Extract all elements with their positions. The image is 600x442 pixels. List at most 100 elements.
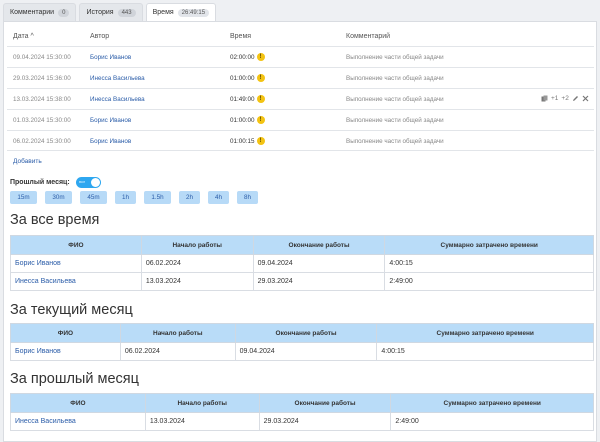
tab-label: История bbox=[86, 9, 114, 16]
entry-comment: Выполнение части общей задачи bbox=[346, 75, 444, 82]
column-header-author: Автор bbox=[90, 33, 110, 40]
entry-date: 01.03.2024 15:30:00 bbox=[13, 117, 71, 124]
header-fio: ФИО bbox=[10, 235, 142, 255]
warning-icon: ! bbox=[256, 53, 265, 61]
entry-time: 01:00:15! bbox=[230, 137, 265, 145]
table-header-row: ФИО Начало работы Окончание работы Сумма… bbox=[10, 235, 594, 255]
tab-history[interactable]: История 443 bbox=[79, 3, 143, 21]
total-time: 2:49:00 bbox=[390, 412, 594, 431]
add-entry-link[interactable]: Добавить bbox=[13, 158, 42, 165]
all-time-section-title: За все время bbox=[10, 212, 100, 228]
quick-time-8h-button[interactable]: 8h bbox=[237, 191, 258, 204]
total-time: 4:00:15 bbox=[376, 342, 594, 361]
previous-month-section-title: За прошлый месяц bbox=[10, 371, 139, 387]
time-log-row: 06.02.2024 15:30:00 Борис Иванов 01:00:1… bbox=[7, 130, 594, 151]
toggle-knob bbox=[91, 178, 100, 187]
column-header-time: Время bbox=[230, 33, 252, 40]
entry-author-link[interactable]: Борис Иванов bbox=[90, 117, 132, 124]
time-log-row: 29.03.2024 15:36:00 Инесса Васильева 01:… bbox=[7, 67, 594, 88]
quick-time-2h-button[interactable]: 2h bbox=[179, 191, 200, 204]
header-end: Окончание работы bbox=[234, 323, 378, 343]
entry-comment: Выполнение части общей задачи bbox=[346, 117, 444, 124]
header-end: Окончание работы bbox=[258, 393, 392, 413]
all-time-summary-table: ФИО Начало работы Окончание работы Сумма… bbox=[10, 235, 594, 291]
total-time: 2:49:00 bbox=[384, 272, 594, 291]
header-fio: ФИО bbox=[10, 323, 121, 343]
entry-author-link[interactable]: Инесса Васильева bbox=[90, 75, 145, 82]
tab-total-time-badge: 26:49:15 bbox=[177, 8, 210, 17]
employee-name-link[interactable]: Инесса Васильева bbox=[10, 272, 142, 291]
copy-icon[interactable] bbox=[541, 95, 548, 102]
quick-time-4h-button[interactable]: 4h bbox=[208, 191, 229, 204]
quick-time-30m-button[interactable]: 30m bbox=[45, 191, 72, 204]
header-start: Начало работы bbox=[144, 393, 260, 413]
header-total: Суммарно затрачено времени bbox=[384, 235, 594, 255]
entry-author-link[interactable]: Борис Иванов bbox=[90, 54, 132, 61]
entry-time-value: 02:00:00 bbox=[230, 54, 255, 61]
current-month-section-title: За текущий месяц bbox=[10, 302, 133, 318]
table-header-row: ФИО Начало работы Окончание работы Сумма… bbox=[10, 323, 594, 343]
entry-date: 29.03.2024 15:36:00 bbox=[13, 75, 71, 82]
tab-bar: Комментарии 0 История 443 Время 26:49:15 bbox=[3, 3, 217, 21]
table-row: Инесса Васильева 13.03.2024 29.03.2024 2… bbox=[10, 272, 594, 291]
entry-comment: Выполнение части общей задачи bbox=[346, 138, 444, 145]
tab-label: Комментарии bbox=[10, 9, 55, 16]
table-row: Борис Иванов 06.02.2024 09.04.2024 4:00:… bbox=[10, 342, 594, 361]
current-month-summary-table: ФИО Начало работы Окончание работы Сумма… bbox=[10, 323, 594, 361]
time-panel: Дата ^ Автор Время Комментарий 09.04.202… bbox=[3, 21, 597, 442]
quick-time-45m-button[interactable]: 45m bbox=[80, 191, 107, 204]
header-start: Начало работы bbox=[119, 323, 236, 343]
warning-icon: ! bbox=[256, 74, 265, 82]
entry-time: 01:49:00! bbox=[230, 95, 265, 103]
row-actions: +1 +2 bbox=[541, 95, 589, 102]
entry-author-link[interactable]: Инесса Васильева bbox=[90, 96, 145, 103]
entry-time: 01:00:00! bbox=[230, 74, 265, 82]
entry-time-value: 01:00:00 bbox=[230, 75, 255, 82]
delete-close-icon[interactable] bbox=[582, 95, 589, 102]
total-time: 4:00:15 bbox=[384, 254, 594, 273]
table-row: Инесса Васильева 13.03.2024 29.03.2024 2… bbox=[10, 412, 594, 431]
end-date: 29.03.2024 bbox=[258, 412, 392, 431]
employee-name-link[interactable]: Инесса Васильева bbox=[10, 412, 146, 431]
time-log-row: 13.03.2024 15:38:00 Инесса Васильева 01:… bbox=[7, 88, 594, 109]
tab-count-badge: 443 bbox=[117, 8, 136, 17]
entry-author-link[interactable]: Борис Иванов bbox=[90, 138, 132, 145]
entry-comment: Выполнение части общей задачи bbox=[346, 96, 444, 103]
column-header-date[interactable]: Дата ^ bbox=[13, 33, 34, 40]
header-end: Окончание работы bbox=[252, 235, 386, 255]
entry-date: 13.03.2024 15:38:00 bbox=[13, 96, 71, 103]
tab-count-badge: 0 bbox=[58, 8, 70, 17]
tab-time[interactable]: Время 26:49:15 bbox=[145, 3, 217, 21]
entry-date: 09.04.2024 15:30:00 bbox=[13, 54, 71, 61]
time-log-row: 09.04.2024 15:30:00 Борис Иванов 02:00:0… bbox=[7, 46, 594, 67]
edit-pencil-icon[interactable] bbox=[572, 95, 579, 102]
quick-time-1-5h-button[interactable]: 1.5h bbox=[144, 191, 171, 204]
entry-time-value: 01:49:00 bbox=[230, 96, 255, 103]
warning-icon: ! bbox=[256, 116, 265, 124]
header-total: Суммарно затрачено времени bbox=[376, 323, 594, 343]
table-row: Борис Иванов 06.02.2024 09.04.2024 4:00:… bbox=[10, 254, 594, 273]
toggle-state-label: вкл bbox=[79, 179, 86, 184]
time-log-header: Дата ^ Автор Время Комментарий bbox=[4, 31, 594, 43]
end-date: 09.04.2024 bbox=[234, 342, 378, 361]
quick-time-1h-button[interactable]: 1h bbox=[115, 191, 136, 204]
quick-time-15m-button[interactable]: 15m bbox=[10, 191, 37, 204]
header-start: Начало работы bbox=[140, 235, 254, 255]
tab-label: Время bbox=[152, 9, 174, 16]
warning-icon: ! bbox=[256, 137, 265, 145]
add-two-hours-button[interactable]: +2 bbox=[561, 95, 569, 102]
employee-name-link[interactable]: Борис Иванов bbox=[10, 254, 142, 273]
header-total: Суммарно затрачено времени bbox=[390, 393, 594, 413]
entry-comment: Выполнение части общей задачи bbox=[346, 54, 444, 61]
previous-month-summary-table: ФИО Начало работы Окончание работы Сумма… bbox=[10, 393, 594, 431]
end-date: 09.04.2024 bbox=[252, 254, 386, 273]
start-date: 13.03.2024 bbox=[144, 412, 260, 431]
last-month-toggle[interactable]: вкл bbox=[76, 177, 101, 188]
entry-date: 06.02.2024 15:30:00 bbox=[13, 138, 71, 145]
header-fio: ФИО bbox=[10, 393, 146, 413]
last-month-label: Прошлый месяц: bbox=[10, 179, 70, 186]
tab-comments[interactable]: Комментарии 0 bbox=[3, 3, 77, 21]
employee-name-link[interactable]: Борис Иванов bbox=[10, 342, 121, 361]
add-one-hour-button[interactable]: +1 bbox=[551, 95, 559, 102]
table-header-row: ФИО Начало работы Окончание работы Сумма… bbox=[10, 393, 594, 413]
